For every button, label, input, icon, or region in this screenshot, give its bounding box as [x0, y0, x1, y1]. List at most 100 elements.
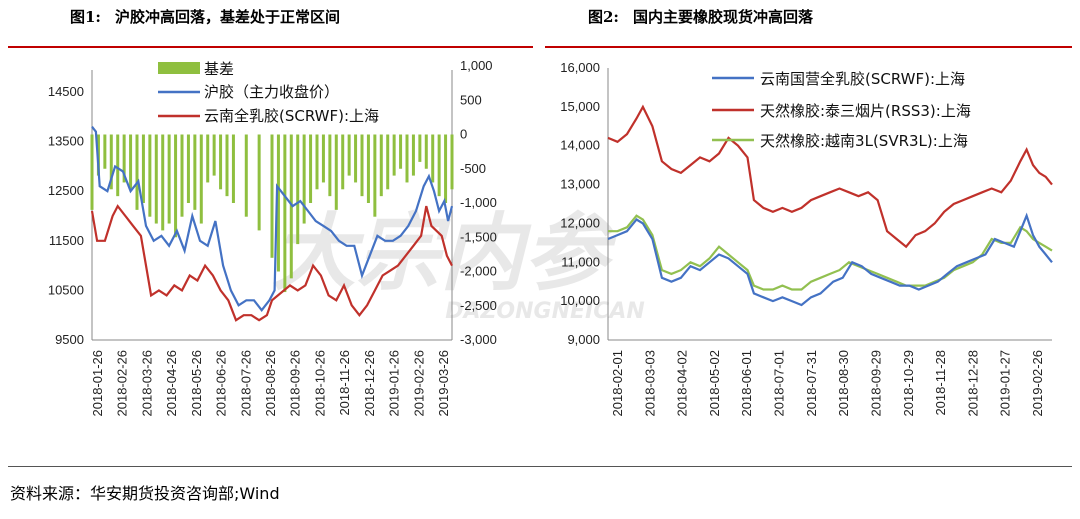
basis-bar — [296, 134, 300, 245]
chart1-right-tick-label: -3,000 — [460, 332, 497, 347]
basis-bar — [129, 134, 133, 190]
legend-label-yunnan-state: 云南国营全乳胶(SCRWF):上海 — [760, 70, 965, 88]
basis-bar — [315, 134, 319, 190]
source-note: 资料来源：华安期货投资咨询部;Wind — [10, 484, 280, 503]
chart2-y-tick-label: 11,000 — [561, 254, 600, 269]
chart1: 14500 13500 12500 11500 10500 9500 1,000 500 0 -… — [48, 58, 497, 417]
chart2-x-tick-label: 2018-10-29 — [901, 350, 916, 417]
basis-bar — [199, 134, 203, 224]
chart1-right-tick-label: 0 — [460, 127, 467, 142]
figure1-title-text: 沪胶冲高回落，基差处于正常区间 — [114, 8, 340, 26]
basis-bar — [103, 134, 107, 169]
chart2-y-tick-label: 15,000 — [560, 99, 600, 114]
chart2-x-tick-label: 2018-05-02 — [707, 350, 722, 417]
basis-bar — [411, 134, 415, 176]
series-line-rss3 — [607, 104, 1053, 249]
figure2-title-rule — [545, 46, 1072, 48]
basis-bar — [219, 134, 223, 190]
basis-bar — [424, 134, 428, 169]
chart1-x-tick-label: 2018-12-26 — [362, 350, 377, 417]
chart2-y-tick-label: 12,000 — [560, 215, 600, 230]
chart2-y-tick-label: 16,000 — [560, 60, 600, 75]
chart1-right-tick-label: -1,500 — [460, 229, 497, 244]
chart2-x-tick-label: 2018-07-31 — [804, 350, 819, 417]
basis-bar — [135, 134, 139, 210]
chart2-x-tick-label: 2018-06-01 — [739, 350, 754, 417]
watermark-sub: DAZONGNEICAN — [445, 299, 645, 324]
chart2: 16,000 15,000 14,000 13,000 12,000 11,000 10,0… — [560, 60, 1053, 417]
chart2-x-tick-label: 2018-09-29 — [868, 350, 883, 417]
figure2-number: 图2: — [588, 8, 619, 26]
chart1-x-tick-label: 2018-03-26 — [139, 350, 154, 417]
chart1-x-tick-label: 2018-10-26 — [312, 350, 327, 417]
chart2-y-tick-label: 9,000 — [567, 332, 600, 347]
basis-bar — [366, 134, 370, 203]
chart2-x-tick-label: 2018-03-03 — [642, 350, 657, 417]
basis-bar — [225, 134, 229, 197]
series-line-yunnan-state — [607, 212, 1053, 307]
basis-bar — [418, 134, 422, 162]
basis-bar — [373, 134, 377, 217]
chart1-x-tick-label: 2018-11-26 — [337, 350, 352, 416]
figure1-title: 图1: 沪胶冲高回落，基差处于正常区间 — [70, 6, 340, 27]
chart2-x-tick-label: 2018-07-01 — [772, 350, 787, 417]
figure1-title-rule — [8, 46, 533, 48]
basis-bar — [116, 134, 120, 197]
chart1-right-tick-label: -2,000 — [460, 264, 497, 279]
legend-swatch-basis — [158, 62, 200, 74]
series-line-svr3l — [608, 214, 1053, 291]
basis-bar — [334, 134, 338, 210]
basis-bar — [341, 134, 345, 190]
basis-bar — [309, 134, 313, 203]
basis-bar — [90, 134, 94, 210]
chart1-x-tick-label: 2018-02-26 — [115, 350, 130, 417]
chart1-left-tick-label: 11500 — [49, 233, 84, 248]
chart2-x-tick-label: 2019-02-26 — [1030, 350, 1045, 417]
chart2-x-tick-label: 2018-04-02 — [675, 350, 690, 417]
chart1-left-tick-label: 9500 — [55, 332, 84, 347]
chart1-left-tick-label: 12500 — [48, 183, 84, 198]
basis-bar — [431, 134, 435, 183]
basis-bar — [392, 134, 396, 176]
basis-bar — [212, 134, 216, 176]
legend-label-svr3l: 天然橡胶:越南3L(SVR3L):上海 — [760, 132, 968, 150]
basis-bar — [206, 134, 210, 183]
basis-bar — [450, 134, 454, 190]
chart1-right-tick-label: 500 — [460, 92, 482, 107]
chart2-x-tick-label: 2019-01-27 — [998, 350, 1013, 417]
basis-bar — [174, 134, 178, 238]
chart1-x-tick-label: 2018-08-26 — [263, 350, 278, 417]
basis-bar — [167, 134, 171, 224]
chart1-x-tick-label: 2018-09-26 — [288, 350, 303, 417]
chart1-x-tick-label: 2018-04-26 — [164, 350, 179, 417]
basis-bar — [193, 134, 197, 210]
basis-bar — [405, 134, 409, 183]
basis-bar — [161, 134, 165, 231]
basis-bar — [386, 134, 390, 190]
chart1-x-tick-label: 2019-02-26 — [411, 350, 426, 417]
chart2-y-tick-label: 14,000 — [560, 138, 600, 153]
basis-bar — [302, 134, 306, 224]
chart2-x-tick-label: 2018-02-01 — [610, 350, 625, 417]
basis-bar — [109, 134, 113, 190]
chart1-left-tick-label: 13500 — [48, 134, 84, 149]
chart1-x-tick-label: 2018-07-26 — [238, 350, 253, 417]
series-line-yunnan-scrwf — [90, 204, 453, 322]
watermark-main: 大宗内参 — [272, 204, 617, 302]
chart1-x-tick-label: 2018-06-26 — [214, 350, 229, 417]
basis-bar — [276, 134, 280, 272]
basis-bar — [437, 134, 441, 197]
figure2-title-text: 国内主要橡胶现货冲高回落 — [632, 8, 813, 26]
basis-bar — [379, 134, 383, 197]
basis-bar — [231, 134, 235, 203]
basis-bar — [321, 134, 325, 183]
basis-bar — [154, 134, 158, 224]
basis-bar — [354, 134, 358, 183]
chart1-right-tick-label: -2,500 — [460, 298, 497, 313]
chart1-legend: 基差 沪胶（主力收盘价） 云南全乳胶(SCRWF):上海 — [158, 60, 379, 125]
basis-bar — [347, 134, 351, 176]
figure1-number: 图1: — [70, 8, 101, 26]
chart2-x-tick-label: 2018-12-28 — [965, 350, 980, 417]
chart1-right-tick-label: -500 — [460, 161, 486, 176]
